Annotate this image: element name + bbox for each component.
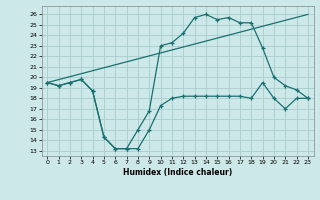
X-axis label: Humidex (Indice chaleur): Humidex (Indice chaleur) bbox=[123, 168, 232, 177]
